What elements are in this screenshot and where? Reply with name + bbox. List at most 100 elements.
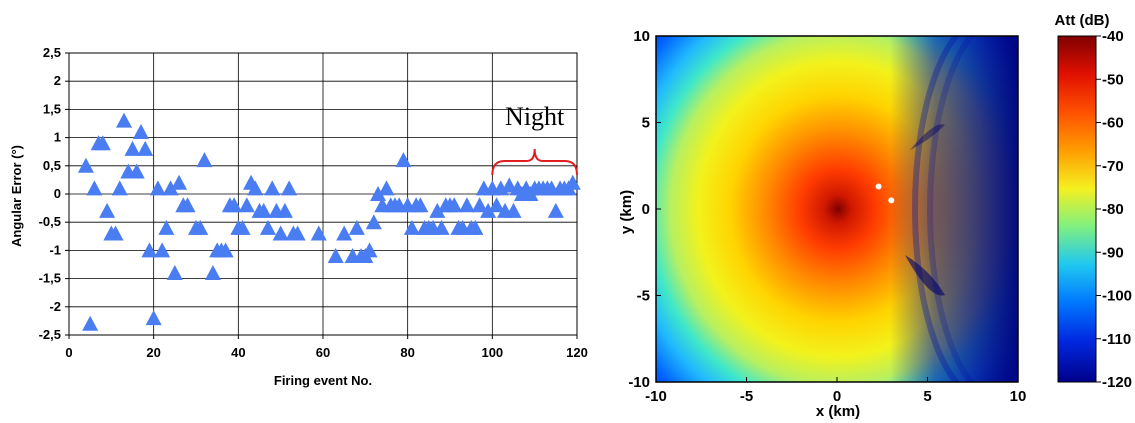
map-y-tick-label: 10 (633, 28, 650, 45)
data-point (145, 310, 162, 326)
data-point (111, 180, 128, 196)
data-point (471, 197, 488, 213)
data-point (446, 197, 463, 213)
data-point (192, 219, 209, 235)
y-tick-label: 2,5 (43, 45, 61, 60)
data-point (488, 197, 505, 213)
colorbar-tick-label: -70 (1102, 158, 1124, 175)
data-point (336, 225, 353, 241)
data-point (365, 214, 382, 230)
x-tick-label: 80 (400, 345, 414, 360)
x-tick-label: 120 (566, 345, 588, 360)
map-y-axis-label: y (km) (618, 190, 635, 234)
data-point (77, 157, 94, 173)
data-point (378, 180, 395, 196)
data-point (272, 225, 289, 241)
map-x-axis-label: x (km) (816, 403, 860, 420)
data-point (255, 202, 272, 218)
data-point (154, 242, 171, 258)
data-point (429, 202, 446, 218)
map-x-tick-label: -5 (740, 388, 753, 405)
data-point (158, 219, 175, 235)
y-axis-label: Angular Error (°) (9, 145, 24, 247)
sensor-marker (888, 197, 895, 204)
sensor-markers (875, 183, 895, 204)
data-point (162, 180, 179, 196)
data-point (348, 219, 365, 235)
y-tick-label: -2 (49, 299, 61, 314)
data-point (281, 180, 298, 196)
data-point (264, 180, 281, 196)
attenuation-field (656, 36, 1018, 382)
y-tick-label: 1 (54, 130, 61, 145)
y-tick-labels: 2,5 2 1,5 1 0,5 0 -0,5 -1 -1,5 -2 -2,5 (39, 45, 61, 342)
data-point (141, 242, 158, 258)
map-y-tick-label: -5 (637, 288, 650, 305)
data-point (99, 202, 116, 218)
y-tick-label: 0,5 (43, 158, 61, 173)
map-x-tick-label: 10 (1010, 388, 1027, 405)
y-tick-label: -1,5 (39, 271, 61, 286)
x-tick-labels: 0 20 40 60 80 100 120 (65, 345, 587, 360)
x-tick-label: 0 (65, 345, 72, 360)
colorbar-tick-label: -80 (1102, 201, 1124, 218)
data-point (179, 197, 196, 213)
data-point (204, 264, 221, 280)
colorbar-tick-label: -120 (1102, 374, 1132, 391)
night-bracket (491, 148, 578, 176)
x-tick-label: 20 (146, 345, 160, 360)
data-point (196, 152, 213, 168)
colorbar-tick-labels: -40 -50 -60 -70 -80 -90 -100 -110 -120 (1096, 28, 1132, 391)
data-point (247, 180, 264, 196)
data-points (77, 112, 581, 331)
colorbar-tick-label: -40 (1102, 28, 1124, 45)
colorbar-title: Att (dB) (1055, 12, 1110, 29)
map-x-tick-label: -10 (645, 388, 667, 405)
data-point (234, 219, 251, 235)
data-point (238, 197, 255, 213)
data-point (433, 219, 450, 235)
data-point (226, 197, 243, 213)
map-x-tick-labels: -10 -5 0 5 10 (645, 377, 1026, 405)
scatter-plot-area: 2,5 2 1,5 1 0,5 0 -0,5 -1 -1,5 -2 -2,5 0 20 40 60 80 10… (9, 45, 588, 388)
data-point (547, 202, 564, 218)
x-tick-label: 100 (481, 345, 503, 360)
sensor-marker (875, 183, 882, 190)
data-point (171, 174, 188, 190)
data-point (107, 225, 124, 241)
colorbar-tick-label: -50 (1102, 71, 1124, 88)
y-tick-label: -0,5 (39, 214, 61, 229)
map-y-tick-label: -10 (628, 374, 650, 391)
x-tick-label: 40 (231, 345, 245, 360)
data-point (412, 197, 429, 213)
data-point (217, 242, 234, 258)
data-point (361, 242, 378, 258)
data-point (505, 202, 522, 218)
x-axis-label: Firing event No. (274, 373, 372, 388)
data-point (259, 219, 276, 235)
map-y-tick-label: 5 (642, 115, 650, 132)
map-y-tick-label: 0 (642, 201, 650, 218)
data-point (94, 135, 111, 151)
y-tick-label: 0 (54, 186, 61, 201)
data-point (564, 174, 581, 190)
map-x-tick-label: 5 (923, 388, 931, 405)
colorbar (1057, 35, 1097, 383)
data-point (395, 152, 412, 168)
y-tick-label: -1 (49, 242, 61, 257)
data-point (149, 180, 166, 196)
data-point (327, 248, 344, 264)
data-point (289, 225, 306, 241)
y-tick-label: 1,5 (43, 101, 61, 116)
data-point (86, 180, 103, 196)
colorbar-tick-label: -100 (1102, 288, 1132, 305)
data-point (370, 186, 387, 201)
data-point (124, 140, 141, 156)
y-tick-label: -2,5 (39, 327, 61, 342)
colorbar-tick-label: -60 (1102, 115, 1124, 132)
night-annotation: Night (505, 102, 565, 131)
data-point (458, 197, 475, 213)
map-y-tick-labels: 10 5 0 -5 -10 (628, 28, 661, 391)
data-point (310, 225, 327, 241)
